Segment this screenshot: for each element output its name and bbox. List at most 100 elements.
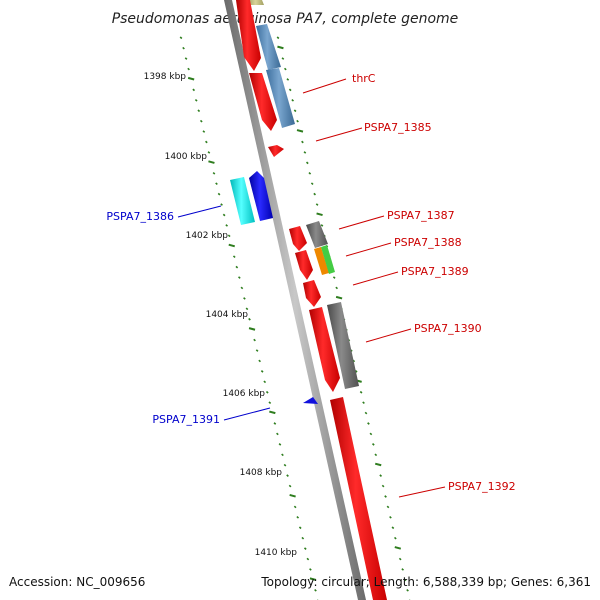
tick-mark bbox=[220, 203, 223, 206]
gene-label: PSPA7_1392 bbox=[448, 480, 516, 493]
gene-feature bbox=[303, 280, 321, 307]
tick-track-left bbox=[179, 36, 319, 600]
tick-mark bbox=[384, 495, 387, 498]
tick-mark bbox=[316, 212, 323, 217]
kbp-label: 1410 kbp bbox=[255, 548, 298, 558]
tick-mark bbox=[205, 140, 208, 144]
kbp-label: 1404 kbp bbox=[206, 310, 249, 320]
tick-mark bbox=[212, 171, 216, 175]
tick-mark bbox=[313, 192, 317, 196]
gene-labels: thrC PSPA7_1385 PSPA7_1386 PSPA7_1387 PS… bbox=[106, 72, 515, 493]
tick-mark bbox=[281, 57, 285, 60]
tick-mark bbox=[403, 578, 407, 582]
tick-mark bbox=[335, 295, 343, 300]
tick-mark bbox=[364, 411, 368, 415]
tick-mark bbox=[182, 46, 185, 50]
tick-mark bbox=[393, 536, 397, 540]
gene-feature bbox=[330, 397, 387, 600]
tick-mark bbox=[288, 484, 292, 488]
tick-mark bbox=[374, 462, 382, 467]
tick-mark bbox=[243, 297, 246, 300]
tick-mark bbox=[367, 422, 370, 425]
tick-mark bbox=[232, 255, 236, 259]
gene-feature bbox=[249, 73, 277, 131]
kbp-label: 1400 kbp bbox=[165, 152, 208, 162]
tick-mark bbox=[296, 129, 304, 133]
tick-mark bbox=[268, 401, 272, 404]
tick-mark bbox=[293, 109, 297, 113]
gene-label: PSPA7_1390 bbox=[414, 322, 482, 335]
genome-summary-text: Topology: circular; Length: 6,588,339 bp… bbox=[260, 575, 591, 589]
gene-label: PSPA7_1389 bbox=[401, 265, 469, 278]
tick-mark bbox=[320, 224, 324, 227]
gene-label: PSPA7_1391 bbox=[152, 413, 220, 426]
gene-feature bbox=[303, 397, 318, 404]
gene-feature bbox=[306, 221, 328, 248]
tick-mark bbox=[260, 370, 264, 373]
tick-mark bbox=[192, 88, 196, 92]
tick-mark bbox=[283, 67, 287, 71]
tick-mark bbox=[309, 577, 317, 581]
tick-mark bbox=[369, 432, 373, 436]
tick-mark bbox=[359, 390, 363, 394]
tick-mark bbox=[298, 526, 302, 530]
tick-mark bbox=[314, 588, 317, 592]
gene-label: PSPA7_1386 bbox=[106, 210, 174, 223]
tick-mark bbox=[293, 505, 297, 509]
tick-mark bbox=[240, 286, 244, 290]
tick-mark bbox=[235, 265, 239, 269]
tick-mark bbox=[389, 516, 392, 519]
tick-mark bbox=[228, 243, 235, 248]
tick-mark bbox=[184, 57, 188, 60]
tick-mark bbox=[281, 453, 284, 457]
kbp-label: 1402 kbp bbox=[186, 231, 229, 241]
kbp-label: 1406 kbp bbox=[223, 389, 266, 399]
tick-mark bbox=[381, 484, 385, 488]
tick-mark bbox=[238, 276, 241, 279]
kbp-label: 1398 kbp bbox=[144, 72, 187, 82]
tick-mark bbox=[289, 493, 296, 498]
tick-mark bbox=[269, 410, 276, 415]
tick-mark bbox=[217, 192, 221, 196]
tick-mark bbox=[362, 401, 365, 404]
gene-feature bbox=[309, 307, 340, 392]
tick-mark bbox=[255, 349, 259, 352]
gene-label: thrC bbox=[352, 72, 376, 85]
gene-feature bbox=[249, 171, 273, 221]
tick-mark bbox=[278, 443, 282, 446]
tick-mark bbox=[222, 213, 226, 217]
tick-mark bbox=[208, 160, 215, 164]
tick-mark bbox=[286, 78, 290, 81]
tick-mark bbox=[386, 505, 390, 509]
gene-feature bbox=[289, 226, 307, 251]
tick-mark bbox=[248, 317, 251, 321]
tick-mark bbox=[394, 546, 402, 550]
tick-mark bbox=[332, 276, 336, 279]
tick-mark bbox=[263, 380, 267, 384]
kbp-scale: 1398 kbp 1400 kbp 1402 kbp 1404 kbp 1406… bbox=[144, 72, 298, 558]
tick-mark bbox=[335, 286, 339, 290]
tick-mark bbox=[179, 36, 183, 40]
tick-mark bbox=[288, 88, 292, 92]
tick-mark bbox=[306, 557, 310, 561]
genome-backbone bbox=[224, 0, 366, 600]
tick-mark bbox=[202, 130, 206, 133]
gene-label: PSPA7_1388 bbox=[394, 236, 462, 249]
tick-mark bbox=[303, 547, 307, 550]
gene-feature bbox=[230, 177, 255, 225]
gene-feature bbox=[327, 302, 359, 389]
gene-label: PSPA7_1387 bbox=[387, 209, 455, 222]
tick-mark bbox=[194, 98, 198, 102]
gene-feature bbox=[236, 0, 261, 71]
tick-mark bbox=[309, 568, 312, 571]
tick-mark bbox=[291, 98, 295, 102]
leader-lines bbox=[177, 78, 446, 498]
tick-mark bbox=[245, 307, 249, 311]
tick-mark bbox=[315, 203, 319, 206]
accession-text: Accession: NC_009656 bbox=[9, 575, 145, 589]
tick-mark bbox=[187, 67, 190, 71]
tick-mark bbox=[406, 588, 409, 592]
tick-mark bbox=[310, 182, 314, 186]
map-title: Pseudomonas aeruginosa PA7, complete gen… bbox=[112, 11, 459, 27]
